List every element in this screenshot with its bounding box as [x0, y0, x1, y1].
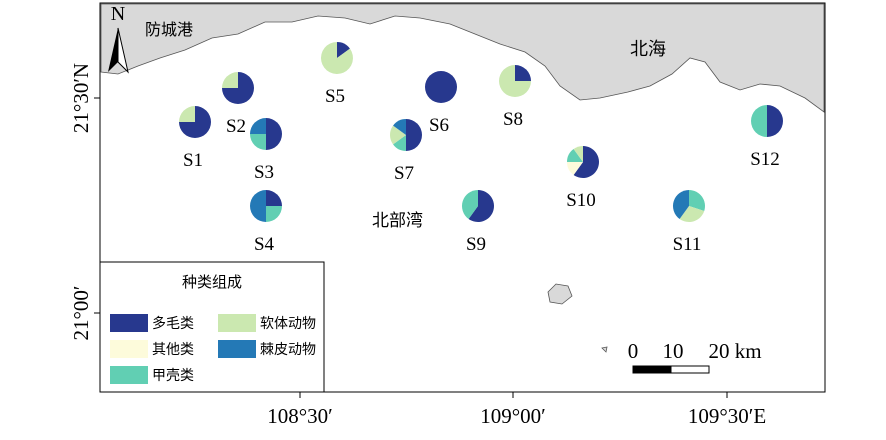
- pie-slice: [393, 135, 406, 151]
- north-label: N: [111, 3, 125, 25]
- pie-slice: [425, 71, 457, 103]
- station-label: S9: [466, 234, 486, 255]
- pie-slice: [266, 190, 282, 206]
- station-label: S7: [394, 163, 414, 184]
- scale-label: 10: [663, 339, 684, 363]
- legend-swatch: [110, 314, 148, 332]
- pie-slice: [672, 190, 689, 219]
- pie-slice: [515, 65, 531, 81]
- pie-slice: [250, 118, 266, 134]
- legend-label: 多毛类: [152, 315, 194, 332]
- pie-slice: [390, 125, 406, 145]
- pie-slice: [499, 65, 531, 97]
- pie-slice: [406, 119, 422, 151]
- place-label: 北部湾: [372, 211, 423, 231]
- station-label: S1: [183, 150, 203, 171]
- station-label: S6: [429, 115, 449, 136]
- station-label: S5: [325, 86, 345, 107]
- island: [601, 346, 608, 353]
- legend-swatch: [218, 340, 256, 358]
- place-label: 防城港: [145, 20, 193, 39]
- legend-label: 其他类: [152, 342, 194, 358]
- pie-slice: [337, 42, 350, 58]
- lat-label: 21°00′: [69, 286, 93, 341]
- pie-slice: [567, 162, 583, 175]
- lat-label: 21°30′N: [69, 63, 93, 133]
- pie-slice: [250, 190, 266, 222]
- pie-slice: [689, 190, 705, 211]
- legend-title: 种类组成: [182, 273, 242, 291]
- pie-slice: [567, 149, 583, 162]
- legend-label: 棘皮动物: [260, 342, 316, 358]
- pie-slice: [573, 146, 583, 162]
- island: [547, 283, 573, 305]
- scale-label: 0: [628, 339, 639, 363]
- legend-swatch: [110, 340, 148, 358]
- pie-slice: [266, 206, 282, 222]
- legend-label: 甲壳类: [152, 367, 194, 384]
- pie-slice: [573, 146, 599, 178]
- station-label: S10: [566, 190, 596, 211]
- legend-swatch: [218, 314, 256, 332]
- pie-slice: [393, 119, 406, 135]
- station-label: S2: [226, 116, 246, 137]
- pie-slice: [266, 118, 282, 150]
- scale-label: 20 km: [708, 339, 761, 363]
- pie-slice: [767, 105, 783, 137]
- station-label: S4: [254, 234, 275, 255]
- pie-slice: [179, 106, 195, 122]
- pie-slice: [462, 190, 478, 219]
- legend-label: 软体动物: [260, 316, 316, 332]
- lon-label: 109°30′E: [688, 404, 766, 428]
- lon-label: 108°30′: [267, 404, 333, 428]
- station-label: S12: [750, 149, 780, 170]
- pie-slice: [250, 134, 266, 150]
- place-label: 北海: [630, 39, 666, 60]
- pie-slice: [321, 42, 354, 74]
- lon-label: 109°00′: [480, 404, 546, 428]
- land: [100, 3, 825, 113]
- north-arrow: [108, 27, 129, 74]
- scale-bar: [632, 365, 710, 374]
- station-label: S8: [503, 109, 523, 130]
- legend-swatch: [110, 366, 148, 384]
- pie-slice: [751, 105, 767, 137]
- station-label: S3: [254, 162, 274, 183]
- pie-slice: [222, 72, 238, 88]
- station-label: S11: [673, 234, 702, 255]
- pie-slice: [468, 190, 494, 222]
- pie-slice: [679, 206, 705, 222]
